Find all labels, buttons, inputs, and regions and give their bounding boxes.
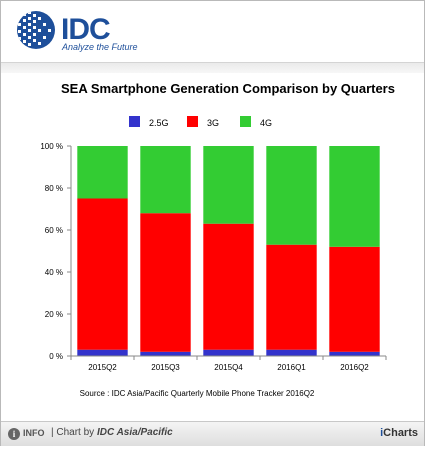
x-tick-label: 2016Q2	[340, 363, 369, 372]
info-icon[interactable]: i	[8, 428, 20, 440]
chart-area: SEA Smartphone Generation Comparison by …	[1, 73, 424, 421]
legend-swatch	[187, 116, 198, 127]
legend-item-4g[interactable]: 4G	[240, 116, 272, 128]
bar-2015q4-2-5g[interactable]	[203, 349, 254, 356]
bar-2016q2-3g[interactable]	[329, 246, 380, 352]
y-tick-label: 20 %	[45, 310, 63, 319]
legend-item-2-5g[interactable]: 2.5G	[129, 116, 169, 128]
legend-swatch	[129, 116, 140, 127]
info-label[interactable]: INFO	[23, 428, 45, 438]
bar-2016q2-4g[interactable]	[329, 146, 380, 247]
x-tick-label: 2015Q2	[88, 363, 117, 372]
legend-label: 2.5G	[149, 118, 169, 128]
legend-label: 4G	[260, 118, 272, 128]
x-tick-label: 2015Q3	[151, 363, 180, 372]
brand-prefix: i	[380, 427, 384, 439]
y-tick-label: 100 %	[40, 142, 63, 151]
header: IDC Analyze the Future	[1, 1, 424, 63]
chart-svg: SEA Smartphone Generation Comparison by …	[40, 81, 395, 398]
legend-label: 3G	[207, 118, 219, 128]
chart-title: SEA Smartphone Generation Comparison by …	[61, 81, 395, 96]
bar-2015q3-2-5g[interactable]	[140, 351, 191, 356]
bar-2016q1-2-5g[interactable]	[266, 349, 317, 356]
chart-source: Source : IDC Asia/Pacific Quarterly Mobi…	[80, 389, 315, 398]
logo-wordmark: IDC	[61, 13, 111, 46]
bar-2016q2-2-5g[interactable]	[329, 351, 380, 356]
globe-icon	[17, 11, 55, 49]
brand-suffix: Charts	[383, 427, 418, 439]
y-tick-label: 40 %	[45, 268, 63, 277]
x-tick-label: 2016Q1	[277, 363, 306, 372]
bar-2015q2-3g[interactable]	[77, 198, 128, 350]
bar-2015q3-3g[interactable]	[140, 213, 191, 352]
x-tick-label: 2015Q4	[214, 363, 243, 372]
icharts-brand[interactable]: iCharts	[380, 427, 418, 439]
logo-tagline: Analyze the Future	[62, 42, 138, 52]
legend-swatch	[240, 116, 251, 127]
bar-2015q4-4g[interactable]	[203, 146, 254, 224]
bar-2015q3-4g[interactable]	[140, 146, 191, 214]
bar-2016q1-4g[interactable]	[266, 146, 317, 245]
bar-2016q1-3g[interactable]	[266, 244, 317, 350]
y-axis: 0 % 20 % 40 % 60 % 80 % 100 %	[40, 142, 72, 361]
bar-2015q2-4g[interactable]	[77, 146, 128, 199]
credit-prefix: | Chart by	[51, 427, 95, 438]
header-divider	[1, 62, 424, 73]
y-tick-label: 0 %	[49, 352, 63, 361]
y-tick-label: 80 %	[45, 184, 63, 193]
idc-logo[interactable]: IDC Analyze the Future	[15, 9, 155, 57]
chart-bars	[77, 146, 380, 356]
credit-owner[interactable]: IDC Asia/Pacific	[96, 427, 173, 438]
y-tick-label: 60 %	[45, 226, 63, 235]
chart-credit: | Chart by IDC Asia/Pacific	[51, 427, 173, 438]
bar-2015q4-3g[interactable]	[203, 223, 254, 350]
chart-legend[interactable]: 2.5G 3G 4G	[129, 116, 272, 128]
legend-item-3g[interactable]: 3G	[187, 116, 219, 128]
bar-2015q2-2-5g[interactable]	[77, 349, 128, 356]
x-axis: 2015Q2 2015Q3 2015Q4 2016Q1 2016Q2	[70, 355, 387, 372]
footer: i INFO | Chart by IDC Asia/Pacific iChar…	[1, 421, 424, 446]
